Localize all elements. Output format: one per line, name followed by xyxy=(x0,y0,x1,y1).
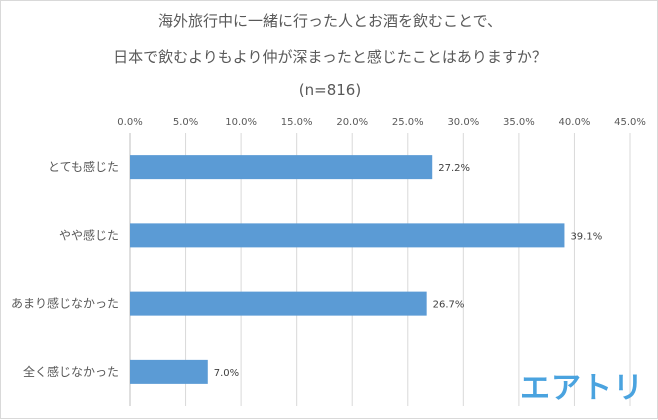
data-label: 27.2% xyxy=(438,163,470,174)
data-label: 26.7% xyxy=(433,300,465,311)
category-label: やや感じた xyxy=(59,227,119,242)
x-axis-ticks: 0.0% 5.0% 10.0% 15.0% 20.0% 25.0% 30.0% 35.0% 40… xyxy=(117,117,646,128)
x-tick-label: 40.0% xyxy=(559,117,591,128)
x-tick-label: 35.0% xyxy=(503,117,535,128)
x-tick-label: 10.0% xyxy=(225,117,257,128)
bar xyxy=(130,223,565,248)
chart-title-line-1: 海外旅行中に一緒に行った人とお酒を飲むことで、 xyxy=(158,12,502,30)
x-tick-label: 15.0% xyxy=(281,117,313,128)
category-label: あまり感じなかった xyxy=(11,296,119,311)
x-tick-label: 0.0% xyxy=(117,117,142,128)
category-label: とても感じた xyxy=(48,159,119,174)
x-tick-label: 30.0% xyxy=(447,117,479,128)
bar xyxy=(130,155,433,180)
x-tick-label: 45.0% xyxy=(614,117,646,128)
data-label: 7.0% xyxy=(214,368,239,379)
data-label: 39.1% xyxy=(570,231,602,242)
data-labels: 27.2% 39.1% 26.7% 7.0% xyxy=(214,163,602,379)
category-label: 全く感じなかった xyxy=(23,364,119,379)
bar xyxy=(130,291,427,316)
bars xyxy=(130,155,565,384)
eatri-logo: エアトリ xyxy=(520,371,644,406)
x-tick-label: 25.0% xyxy=(392,117,424,128)
bar xyxy=(130,359,208,384)
chart-sample-size: (n=816) xyxy=(298,81,362,99)
x-tick-label: 20.0% xyxy=(336,117,368,128)
x-tick-label: 5.0% xyxy=(173,117,198,128)
chart-title-line-2: 日本で飲むよりもより仲が深まったと感じたことはありますか？ xyxy=(113,48,547,66)
